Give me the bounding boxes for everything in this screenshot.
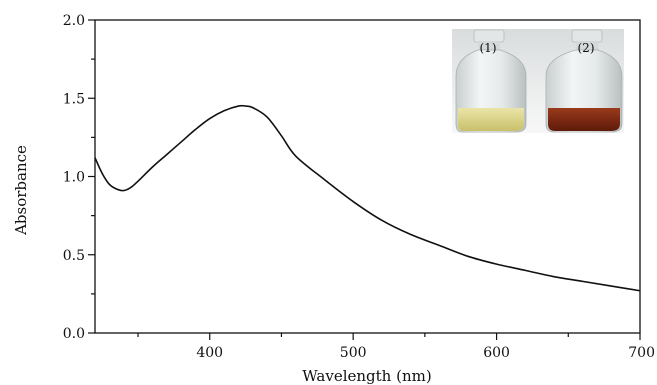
y-axis-title: Absorbance <box>12 145 30 236</box>
y-tick-label: 0.5 <box>63 248 85 264</box>
vial-1 <box>455 29 527 133</box>
y-tick-label: 1.0 <box>63 170 85 186</box>
y-tick-label: 0.0 <box>63 326 85 342</box>
x-axis-ticks: 400 500 600 700 <box>137 333 655 361</box>
x-tick-label: 400 <box>196 345 223 361</box>
vial-1-label: (1) <box>480 41 497 55</box>
vial-2-label: (2) <box>578 41 595 55</box>
x-tick-label: 600 <box>483 345 510 361</box>
x-tick-label: 500 <box>340 345 367 361</box>
y-tick-label: 1.5 <box>63 91 85 107</box>
y-axis-ticks: 0.0 0.5 1.0 1.5 2.0 <box>63 13 95 342</box>
x-tick-label: 700 <box>628 345 655 361</box>
x-axis-title: Wavelength (nm) <box>302 367 431 385</box>
vial-2 <box>545 29 623 133</box>
vials-photo-inset: (1) (2) <box>452 29 624 133</box>
absorbance-curve <box>94 104 641 292</box>
y-tick-label: 2.0 <box>63 13 85 29</box>
